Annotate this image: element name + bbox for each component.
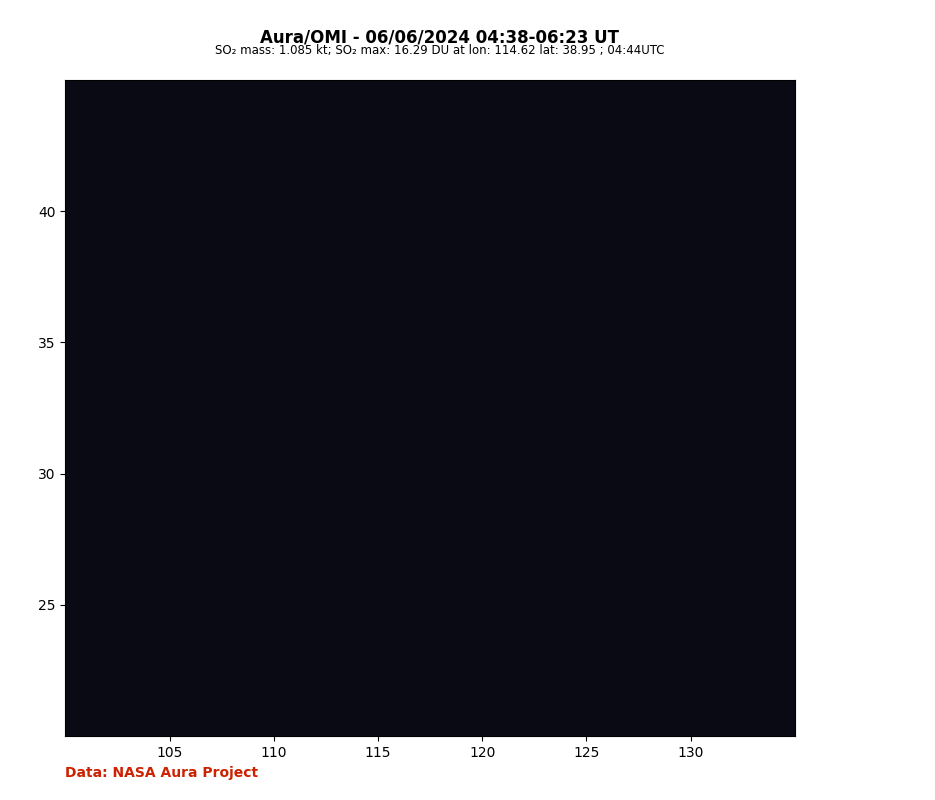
- Text: Aura/OMI - 06/06/2024 04:38-06:23 UT: Aura/OMI - 06/06/2024 04:38-06:23 UT: [260, 28, 619, 46]
- Text: SO₂ mass: 1.085 kt; SO₂ max: 16.29 DU at lon: 114.62 lat: 38.95 ; 04:44UTC: SO₂ mass: 1.085 kt; SO₂ max: 16.29 DU at…: [215, 44, 664, 57]
- Text: Data: NASA Aura Project: Data: NASA Aura Project: [65, 766, 259, 780]
